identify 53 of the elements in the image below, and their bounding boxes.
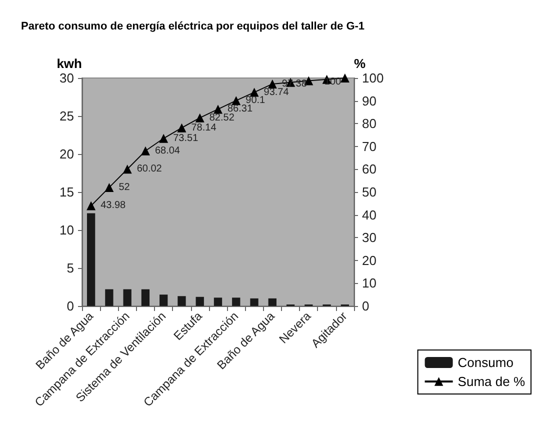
bar xyxy=(232,298,240,306)
bar xyxy=(214,298,222,306)
data-label: 68.04 xyxy=(154,145,180,156)
y2-tick-label: 60 xyxy=(362,162,376,177)
y2-tick-label: 80 xyxy=(362,116,376,132)
y2-tick-label: 0 xyxy=(362,298,370,314)
data-label: 86.31 xyxy=(228,104,253,115)
y2-tick-label: 40 xyxy=(362,207,376,222)
y2-tick-label: 70 xyxy=(362,138,376,154)
bar xyxy=(268,298,276,306)
data-label: 52 xyxy=(118,182,130,193)
point xyxy=(140,146,150,156)
bar xyxy=(178,296,186,306)
bar xyxy=(160,294,168,306)
y-tick-label: 20 xyxy=(60,146,74,162)
y-tick-label: 25 xyxy=(60,108,74,124)
data-label: 60.02 xyxy=(136,164,162,175)
y-axis-title: kwh xyxy=(56,56,82,71)
point xyxy=(177,123,186,132)
y2-tick-label: 90 xyxy=(362,93,376,108)
legend-label: Suma de % xyxy=(458,374,526,389)
data-label: 73.51 xyxy=(173,132,199,144)
y-tick-label: 0 xyxy=(66,298,74,314)
bar xyxy=(86,213,96,306)
y-tick-label: 15 xyxy=(60,184,74,200)
y2-tick-label: 100 xyxy=(362,70,384,86)
y2-tick-label: 30 xyxy=(362,230,376,246)
y-tick-label: 5 xyxy=(66,260,74,276)
data-label: 93.74 xyxy=(264,86,290,98)
point xyxy=(340,74,350,82)
bar xyxy=(141,289,150,306)
y-tick-label: 30 xyxy=(60,70,74,86)
point xyxy=(268,79,277,88)
y2-tick-label: 20 xyxy=(362,252,376,268)
bar xyxy=(105,289,114,306)
data-label: 78.14 xyxy=(191,122,217,134)
point xyxy=(86,201,96,210)
point xyxy=(214,104,222,114)
data-label: 82.52 xyxy=(209,112,235,124)
bar xyxy=(123,289,132,306)
point xyxy=(159,134,168,143)
bar xyxy=(250,298,258,306)
y-tick-label: 10 xyxy=(60,222,74,238)
data-label: 43.98 xyxy=(100,200,126,212)
bar xyxy=(196,296,204,306)
point xyxy=(122,164,132,174)
point xyxy=(104,182,114,192)
y2-tick-label: 50 xyxy=(362,184,376,200)
y2-axis-title: % xyxy=(354,56,366,71)
point xyxy=(195,113,204,122)
legend-label: Consumo xyxy=(458,355,514,370)
chart-title: Pareto consumo de energía eléctrica por equipos del taller de G-1 xyxy=(21,20,365,32)
y2-tick-label: 10 xyxy=(362,276,376,291)
